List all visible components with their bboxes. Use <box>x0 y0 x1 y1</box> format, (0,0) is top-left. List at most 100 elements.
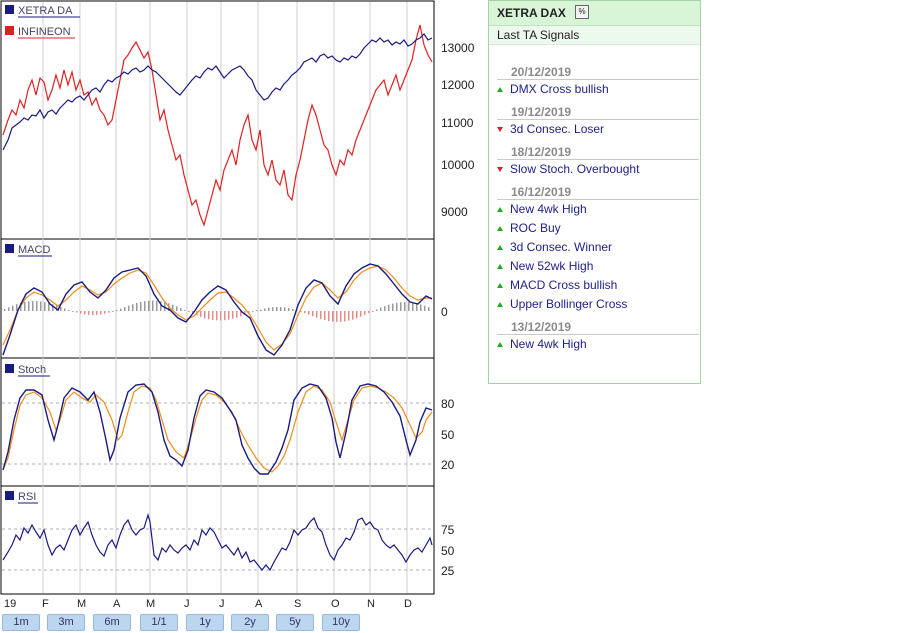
up-arrow-icon <box>497 207 503 212</box>
ta-signals-panel: XETRA DAX % Last TA Signals 20/12/2019 D… <box>488 0 701 384</box>
stoch-tick-80: 80 <box>441 397 455 411</box>
macd-hist-bar <box>80 311 82 314</box>
macd-hist-bar <box>20 302 22 311</box>
signal-item[interactable]: New 52wk High <box>497 259 593 273</box>
legend-stoch[interactable]: Stoch <box>5 364 50 377</box>
up-arrow-icon <box>497 87 503 92</box>
range-6m-button[interactable]: 6m <box>93 614 131 631</box>
macd-hist-bar <box>232 311 234 319</box>
signal-item[interactable]: 3d Consec. Loser <box>497 122 604 136</box>
macd-hist-bar <box>64 308 66 311</box>
month-label: M <box>146 598 155 610</box>
macd-hist-bar <box>132 304 134 311</box>
macd-hist-bar <box>424 305 426 311</box>
range-1y-button[interactable]: 1y <box>186 614 224 631</box>
macd-hist-bar <box>156 300 158 311</box>
macd-hist-bar <box>352 311 354 320</box>
macd-hist-bar <box>324 311 326 321</box>
rsi-tick-25: 25 <box>441 564 455 578</box>
macd-hist-bar <box>140 301 142 311</box>
legend-infineon[interactable]: INFINEON <box>5 26 75 39</box>
macd-hist-bar <box>340 311 342 322</box>
macd-hist-bar <box>320 311 322 320</box>
macd-hist-bar <box>212 311 214 320</box>
macd-hist-bar <box>112 311 114 312</box>
signal-item[interactable]: New 4wk High <box>497 337 587 351</box>
macd-hist-bar <box>264 308 266 311</box>
macd-hist-bar <box>116 310 118 311</box>
infineon-line <box>2 24 433 227</box>
macd-hist-bar <box>332 311 334 322</box>
signal-date: 18/12/2019 <box>511 145 572 159</box>
macd-hist-bar <box>208 311 210 320</box>
legend-macd[interactable]: MACD <box>5 244 52 257</box>
macd-hist-bar <box>96 311 98 315</box>
macd-hist-bar <box>4 309 6 311</box>
macd-hist-bar <box>408 302 410 311</box>
month-label: A <box>113 598 121 610</box>
macd-hist-bar <box>88 311 90 315</box>
macd-hist-bar <box>392 303 394 311</box>
macd-hist-bar <box>356 311 358 319</box>
macd-hist-bar <box>240 311 242 317</box>
month-label: J <box>219 598 225 610</box>
signal-date: 16/12/2019 <box>511 185 572 199</box>
range-2y-button[interactable]: 2y <box>231 614 269 631</box>
macd-hist-bar <box>76 311 78 313</box>
range-5y-button[interactable]: 5y <box>276 614 314 631</box>
down-arrow-icon <box>497 127 503 132</box>
macd-hist-bar <box>48 303 50 311</box>
macd-hist-bar <box>428 307 430 311</box>
macd-hist-bar <box>176 306 178 311</box>
macd-hist-bar <box>8 307 10 311</box>
macd-tick-0: 0 <box>441 305 448 319</box>
macd-hist-bar <box>360 311 362 317</box>
svg-text:Stoch: Stoch <box>18 364 46 376</box>
legend-rsi[interactable]: RSI <box>5 491 38 504</box>
macd-line <box>2 263 433 356</box>
macd-hist-bar <box>276 306 278 311</box>
range-10y-button[interactable]: 10y <box>322 614 360 631</box>
macd-hist-bar <box>244 311 246 316</box>
range-ytd-button[interactable]: 1/1 <box>140 614 178 631</box>
macd-hist-bar <box>364 311 366 315</box>
signal-item[interactable]: DMX Cross bullish <box>497 82 609 96</box>
macd-hist-bar <box>52 304 54 311</box>
macd-hist-bar <box>292 309 294 311</box>
macd-hist-bar <box>376 309 378 311</box>
range-3m-button[interactable]: 3m <box>47 614 85 631</box>
stoch-slow-line <box>2 385 433 473</box>
macd-hist-bar <box>144 301 146 311</box>
signal-item[interactable]: 3d Consec. Winner <box>497 240 612 254</box>
signal-item[interactable]: Slow Stoch. Overbought <box>497 162 639 176</box>
macd-hist-bar <box>120 308 122 311</box>
signal-item[interactable]: MACD Cross bullish <box>497 278 617 292</box>
macd-hist-bar <box>192 311 194 314</box>
price-tick-9000: 9000 <box>441 205 468 219</box>
svg-text:RSI: RSI <box>18 491 36 503</box>
macd-pane <box>0 238 435 359</box>
signal-item[interactable]: ROC Buy <box>497 221 561 235</box>
range-1m-button[interactable]: 1m <box>2 614 40 631</box>
signal-date: 19/12/2019 <box>511 105 572 119</box>
legend-xetra[interactable]: XETRA DA <box>5 5 80 18</box>
macd-hist-bar <box>372 311 374 312</box>
macd-hist-bar <box>272 307 274 311</box>
macd-hist-bar <box>92 311 94 316</box>
rsi-tick-75: 75 <box>441 523 455 537</box>
stoch-pane <box>0 357 435 487</box>
month-label: J <box>184 598 190 610</box>
signal-item[interactable]: New 4wk High <box>497 202 587 216</box>
macd-hist-bar <box>72 311 74 312</box>
month-axis: 19 F M A M J J A S O N D <box>4 598 412 610</box>
percent-icon[interactable]: % <box>575 5 589 19</box>
macd-hist-bar <box>412 302 414 311</box>
macd-hist-bar <box>252 311 254 313</box>
svg-text:XETRA DA: XETRA DA <box>18 5 73 17</box>
macd-hist-bar <box>124 307 126 311</box>
up-arrow-icon <box>497 342 503 347</box>
macd-hist-bar <box>68 309 70 311</box>
month-label: 19 <box>4 598 16 610</box>
signal-item[interactable]: Upper Bollinger Cross <box>497 297 627 311</box>
month-label: S <box>294 598 301 610</box>
